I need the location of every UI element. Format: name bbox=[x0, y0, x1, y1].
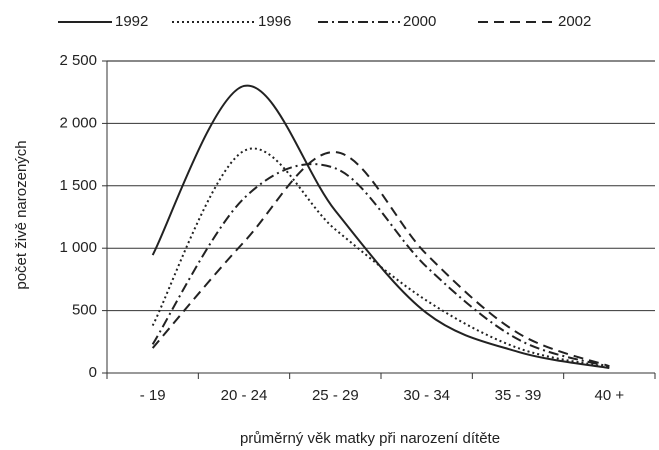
legend-label: 2000 bbox=[403, 13, 436, 30]
x-tick-label: 35 - 39 bbox=[495, 387, 542, 404]
x-tick-label: 40 + bbox=[595, 387, 625, 404]
y-tick-label: 1 500 bbox=[59, 177, 97, 194]
x-tick-label: - 19 bbox=[140, 387, 166, 404]
y-tick-label: 1 000 bbox=[59, 239, 97, 256]
x-tick-label: 25 - 29 bbox=[312, 387, 359, 404]
series-line bbox=[151, 147, 610, 369]
series-line bbox=[151, 163, 610, 368]
y-tick-label: 2 000 bbox=[59, 114, 97, 131]
x-axis-label: průměrný věk matky při narození dítěte bbox=[240, 430, 500, 447]
legend-label: 2002 bbox=[558, 13, 591, 30]
y-tick-label: 500 bbox=[72, 302, 97, 319]
y-axis-label: počet živě narozených bbox=[13, 140, 30, 289]
y-tick-label: 0 bbox=[89, 364, 97, 381]
series-line bbox=[151, 151, 610, 368]
x-tick-label: 30 - 34 bbox=[403, 387, 450, 404]
x-tick-label: 20 - 24 bbox=[221, 387, 268, 404]
series-line bbox=[151, 84, 610, 369]
y-tick-label: 2 500 bbox=[59, 52, 97, 69]
legend-label: 1996 bbox=[258, 13, 291, 30]
legend-label: 1992 bbox=[115, 13, 148, 30]
